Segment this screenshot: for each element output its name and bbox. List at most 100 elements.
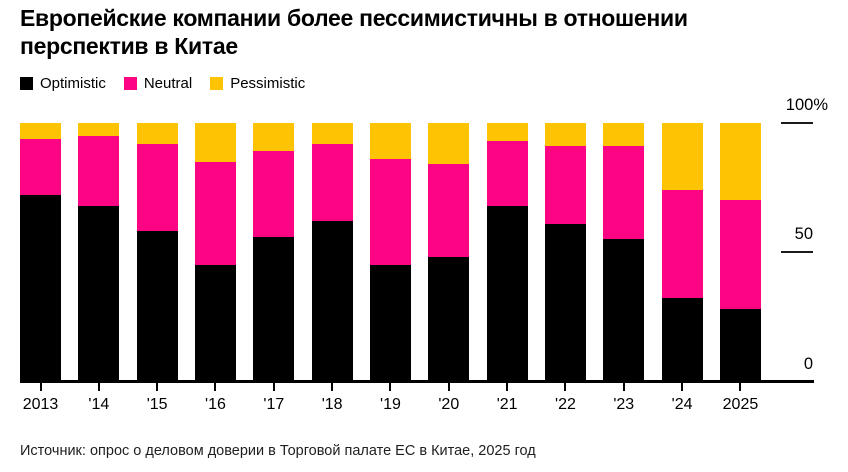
bar-segment-neutral: [369, 159, 411, 265]
x-axis-tick: [214, 383, 217, 391]
chart-title: Европейские компании более пессимистичны…: [20, 4, 830, 60]
bar-segment-optimistic: [136, 231, 178, 381]
y-axis-label-50: 50: [794, 225, 813, 243]
x-axis-label: '21: [496, 396, 518, 413]
x-axis-label: '14: [88, 396, 110, 413]
bar-group-15: '15: [136, 123, 178, 413]
plot-area: 2013 '14 '15 '16 '17 '18 '19 '20 '21 '22 '23 '24 202…: [20, 123, 761, 413]
bar-segment-neutral: [78, 135, 120, 206]
bar-group-23: '23: [603, 123, 645, 413]
bar-segment-pessimistic: [20, 123, 61, 139]
bar-segment-optimistic: [544, 223, 586, 381]
x-axis-label: '22: [555, 396, 576, 413]
bar-group-2025: 2025: [719, 123, 761, 413]
bar-group-2013: 2013: [20, 123, 61, 413]
x-axis-label: '23: [613, 396, 635, 413]
bar-segment-neutral: [603, 146, 645, 240]
x-axis-line: [20, 380, 814, 383]
chart-title-line2: перспектив в Китае: [20, 33, 238, 59]
bar-segment-neutral: [311, 143, 353, 222]
x-axis-label: '20: [438, 396, 460, 413]
x-axis-tick: [564, 383, 567, 391]
bar-segment-pessimistic: [603, 123, 645, 147]
x-axis-tick: [681, 383, 684, 391]
bar-segment-optimistic: [20, 195, 61, 381]
x-axis-tick: [447, 383, 450, 391]
x-axis-label: '17: [263, 396, 285, 413]
bar-segment-pessimistic: [486, 123, 528, 142]
bar-segment-pessimistic: [719, 123, 761, 201]
x-axis-label: 2013: [22, 396, 59, 413]
bar-group-21: '21: [486, 123, 528, 413]
legend: Optimistic Neutral Pessimistic: [20, 75, 305, 92]
bar-segment-optimistic: [428, 257, 470, 381]
x-axis-tick: [506, 383, 509, 391]
x-axis-label: '19: [380, 396, 401, 413]
x-axis-label: '24: [671, 396, 693, 413]
bar-segment-optimistic: [369, 264, 411, 381]
legend-label-optimistic: Optimistic: [40, 75, 106, 92]
bar-segment-pessimistic: [428, 123, 470, 165]
x-axis-label: '16: [205, 396, 226, 413]
bar-segment-pessimistic: [78, 123, 120, 136]
bar-segment-neutral: [253, 151, 295, 237]
bar-segment-pessimistic: [661, 123, 703, 191]
optimistic-swatch-icon: [20, 77, 33, 90]
y-axis-tick-100: [781, 122, 813, 124]
pessimistic-swatch-icon: [210, 77, 224, 90]
bar-segment-neutral: [719, 200, 761, 309]
x-axis-tick: [739, 383, 742, 391]
legend-label-neutral: Neutral: [143, 75, 193, 92]
bar-segment-pessimistic: [369, 123, 411, 160]
bar-segment-pessimistic: [544, 123, 586, 147]
bar-segment-optimistic: [719, 308, 761, 381]
x-axis-tick: [97, 383, 100, 391]
y-axis-tick-50: [781, 251, 813, 253]
source-note: Источник: опрос о деловом доверии в Торг…: [20, 443, 536, 459]
legend-item-optimistic: Optimistic: [20, 75, 106, 92]
bar-group-14: '14: [78, 123, 120, 413]
x-axis-tick: [389, 383, 392, 391]
bar-segment-optimistic: [253, 236, 295, 381]
bar-segment-neutral: [194, 161, 236, 265]
bar-segment-pessimistic: [194, 123, 236, 162]
x-axis-tick: [331, 383, 334, 391]
bar-segment-optimistic: [486, 205, 528, 381]
neutral-swatch-icon: [123, 77, 137, 90]
bar-group-18: '18: [311, 123, 353, 413]
bar-segment-optimistic: [194, 264, 236, 381]
bar-segment-optimistic: [78, 205, 120, 381]
x-axis-label: '15: [146, 396, 168, 413]
bar-group-17: '17: [253, 123, 295, 413]
bar-group-22: '22: [544, 123, 586, 413]
x-axis-tick: [156, 383, 159, 391]
bar-segment-optimistic: [661, 298, 703, 381]
bar-segment-neutral: [428, 164, 470, 258]
bar-segment-pessimistic: [136, 123, 178, 144]
y-axis-label-100: 100%: [785, 96, 828, 114]
bar-segment-neutral: [661, 190, 703, 299]
x-axis-label: 2025: [722, 396, 759, 413]
legend-item-neutral: Neutral: [123, 75, 193, 92]
legend-label-pessimistic: Pessimistic: [230, 75, 306, 92]
bar-group-24: '24: [661, 123, 703, 413]
x-axis-tick: [39, 383, 42, 391]
x-axis-tick: [622, 383, 625, 391]
bar-segment-neutral: [136, 143, 178, 232]
bar-group-20: '20: [428, 123, 470, 413]
bar-group-16: '16: [194, 123, 236, 413]
bar-segment-pessimistic: [311, 123, 353, 144]
bar-segment-neutral: [20, 138, 61, 196]
x-axis-tick: [272, 383, 275, 391]
x-axis-label: '18: [321, 396, 343, 413]
bar-segment-optimistic: [311, 221, 353, 381]
bar-segment-neutral: [544, 146, 586, 224]
bar-segment-pessimistic: [253, 123, 295, 152]
bar-group-19: '19: [369, 123, 411, 413]
chart-title-line1: Европейские компании более пессимистичны…: [20, 5, 688, 31]
bar-segment-neutral: [486, 141, 528, 206]
bar-segment-optimistic: [603, 239, 645, 381]
legend-item-pessimistic: Pessimistic: [210, 75, 305, 92]
y-axis-label-0: 0: [803, 355, 813, 373]
